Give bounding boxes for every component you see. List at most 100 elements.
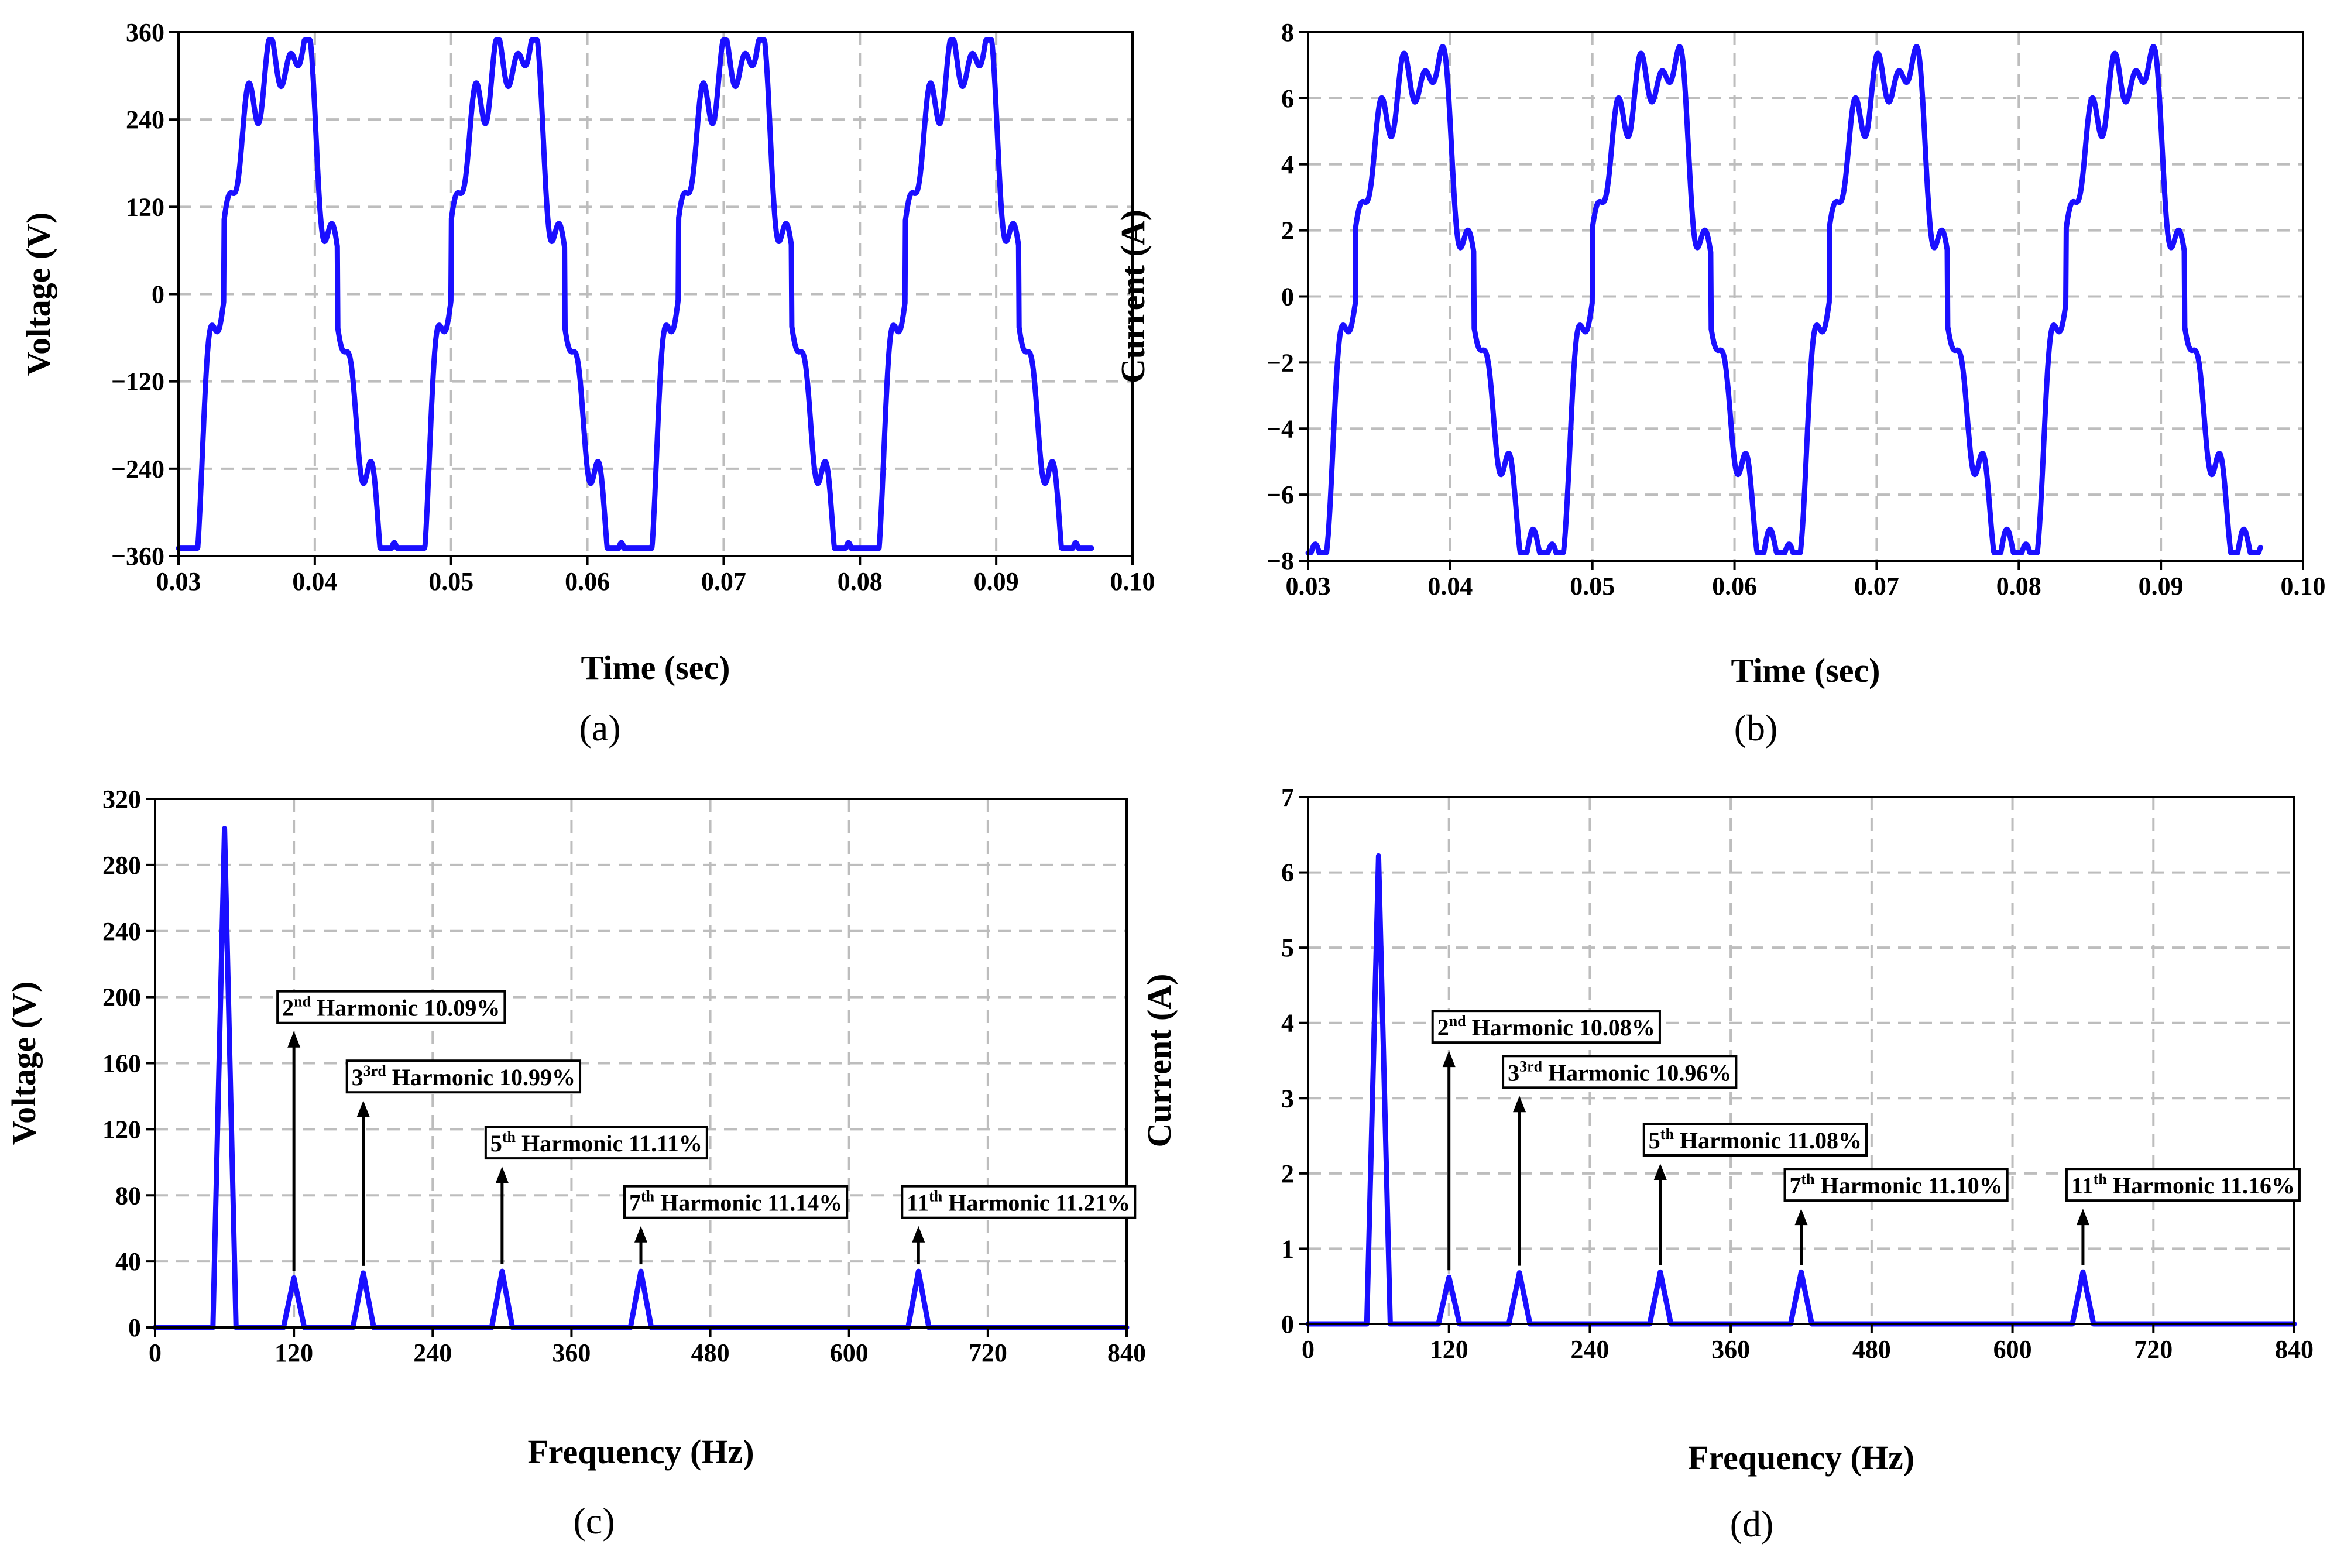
- chart-panel-b: 0.03 0.04 0.05 0.06 0.07 0.08 0.09 0.10 −8 −6 −4 −2…: [1114, 18, 2326, 749]
- arrow-up-icon: [356, 1100, 370, 1117]
- harmonic-annotation: 5th Harmonic 11.11%: [484, 1126, 708, 1265]
- y-tick-label: 280: [102, 851, 141, 880]
- arrow-up-icon: [1653, 1164, 1667, 1180]
- annotation-label: 5th Harmonic 11.11%: [490, 1128, 702, 1157]
- x-tick-label: 0.09: [974, 567, 1019, 596]
- arrow-up-icon: [287, 1031, 301, 1048]
- annotation-box: [1642, 1123, 1868, 1157]
- x-tick-label: 0.05: [1570, 572, 1615, 601]
- harmonic-annotation: 5th Harmonic 11.08%: [1642, 1123, 1868, 1265]
- x-tick-label: 0.06: [1712, 572, 1757, 601]
- annotation-box: [1783, 1168, 2009, 1202]
- x-tick-label: 360: [552, 1339, 591, 1367]
- y-tick-label: 3: [1281, 1084, 1294, 1113]
- harmonic-annotation: 11th Harmonic 11.16%: [2065, 1168, 2301, 1265]
- y-tick-label: 6: [1281, 84, 1294, 113]
- x-tick-label: 0.07: [1854, 572, 1899, 601]
- chart-panel-d: 0 120 240 360 480 600 720 840 0 1 2 3 4 5 6 7 Frequency …: [1140, 783, 2314, 1545]
- x-axis-title: Frequency (Hz): [1688, 1439, 1914, 1477]
- x-tick-label: 600: [1993, 1335, 2032, 1364]
- y-tick-label: 0: [1281, 1310, 1294, 1339]
- annotation-label: 11th Harmonic 11.16%: [2071, 1171, 2295, 1199]
- annotation-label: 2nd Harmonic 10.09%: [282, 993, 500, 1021]
- y-tick-label: 0: [1281, 283, 1294, 311]
- arrow-up-icon: [1442, 1051, 1456, 1068]
- y-tick-label: 0: [128, 1313, 141, 1342]
- y-tick-label: 240: [102, 917, 141, 946]
- arrow-up-icon: [495, 1166, 509, 1183]
- arrow-up-icon: [634, 1226, 647, 1243]
- harmonic-annotation: 11th Harmonic 11.21%: [901, 1185, 1137, 1265]
- y-axis-title: Voltage (V): [5, 982, 43, 1145]
- x-axis-title: Time (sec): [581, 649, 730, 687]
- arrow-up-icon: [2076, 1209, 2089, 1226]
- x-tick-label: 240: [1570, 1335, 1609, 1364]
- x-tick-label: 0: [149, 1339, 162, 1367]
- chart-panel-a: 0.03 0.04 0.05 0.06 0.07 0.08 0.09 0.10 −360 −240…: [19, 18, 1155, 749]
- x-tick-label: 0.04: [292, 567, 337, 596]
- annotation-label: 33rd Harmonic 10.96%: [1508, 1058, 1731, 1086]
- y-tick-label: 360: [126, 18, 164, 47]
- y-tick-label: 8: [1281, 18, 1294, 47]
- y-axis-title: Voltage (V): [19, 212, 57, 376]
- annotation-label: 33rd Harmonic 10.99%: [352, 1062, 575, 1090]
- x-tick-label: 480: [1852, 1335, 1891, 1364]
- panel-label: (a): [579, 707, 620, 749]
- chart-panel-c: 0 120 240 360 480 600 720 840 0 40 80 120 160 200 240 2…: [5, 785, 1146, 1542]
- annotation-label: 7th Harmonic 11.14%: [629, 1188, 842, 1216]
- annotation-box: [1502, 1055, 1738, 1089]
- y-tick-label: 120: [126, 193, 164, 221]
- x-tick-label: 0.06: [565, 567, 610, 596]
- y-tick-label: 6: [1281, 859, 1294, 887]
- harmonic-annotation: 2nd Harmonic 10.08%: [1431, 1010, 1661, 1271]
- x-axis-title: Time (sec): [1731, 651, 1880, 689]
- y-tick-label: 4: [1281, 150, 1294, 179]
- y-tick-label: 7: [1281, 783, 1294, 812]
- arrow-up-icon: [1513, 1096, 1526, 1113]
- y-tick-label: 2: [1281, 1159, 1294, 1188]
- y-tick-label: −6: [1267, 481, 1294, 509]
- arrow-up-icon: [1794, 1209, 1808, 1226]
- annotation-box: [345, 1059, 582, 1094]
- y-axis-title: Current (A): [1140, 974, 1178, 1148]
- harmonic-annotation: 2nd Harmonic 10.09%: [276, 990, 506, 1271]
- x-tick-label: 240: [413, 1339, 452, 1367]
- x-tick-label: 0: [1302, 1335, 1315, 1364]
- y-tick-label: −240: [111, 455, 164, 483]
- x-tick-label: 0.07: [701, 567, 746, 596]
- y-tick-label: −4: [1267, 414, 1294, 443]
- x-tick-label: 0.05: [428, 567, 473, 596]
- annotation-box: [2065, 1168, 2301, 1202]
- y-tick-label: 40: [115, 1247, 141, 1276]
- y-tick-label: 120: [102, 1115, 141, 1144]
- x-tick-label: 0.08: [1996, 572, 2041, 601]
- y-tick-label: 0: [152, 280, 164, 309]
- annotation-box: [901, 1185, 1137, 1219]
- x-tick-label: 480: [691, 1339, 730, 1367]
- y-tick-label: 200: [102, 983, 141, 1012]
- x-tick-label: 0.03: [1286, 572, 1331, 601]
- y-tick-label: 160: [102, 1049, 141, 1078]
- y-tick-label: 1: [1281, 1234, 1294, 1263]
- x-tick-label: 360: [1711, 1335, 1750, 1364]
- y-tick-label: 320: [102, 785, 141, 814]
- x-tick-label: 840: [1107, 1339, 1146, 1367]
- annotation-box: [623, 1185, 849, 1219]
- x-tick-label: 720: [2134, 1335, 2173, 1364]
- annotation-label: 11th Harmonic 11.21%: [907, 1188, 1130, 1216]
- panel-label: (d): [1730, 1503, 1774, 1545]
- x-tick-label: 840: [2275, 1335, 2314, 1364]
- annotation-label: 2nd Harmonic 10.08%: [1437, 1013, 1655, 1041]
- y-tick-label: 4: [1281, 1009, 1294, 1038]
- x-tick-label: 120: [274, 1339, 313, 1367]
- x-tick-label: 0.03: [156, 567, 201, 596]
- y-tick-label: −8: [1267, 547, 1294, 575]
- x-tick-label: 600: [830, 1339, 869, 1367]
- annotation-box: [1431, 1010, 1661, 1044]
- x-tick-label: 0.10: [1110, 567, 1155, 596]
- panel-label: (c): [573, 1500, 615, 1542]
- x-tick-label: 0.04: [1427, 572, 1473, 601]
- harmonic-annotation: 33rd Harmonic 10.96%: [1502, 1055, 1738, 1266]
- y-tick-label: −120: [111, 368, 164, 396]
